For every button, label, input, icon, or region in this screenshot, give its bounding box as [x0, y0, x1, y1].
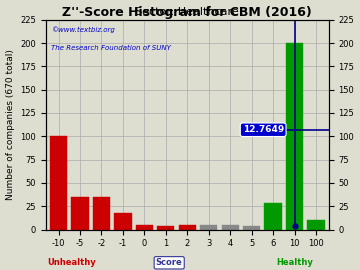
Bar [157, 226, 174, 230]
Bar [179, 225, 196, 230]
Bar [286, 43, 303, 230]
Y-axis label: Number of companies (670 total): Number of companies (670 total) [5, 49, 14, 200]
Bar [71, 197, 89, 230]
Bar [114, 213, 131, 230]
Bar [93, 197, 110, 230]
Bar [200, 225, 217, 230]
Title: Z''-Score Histogram for CBM (2016): Z''-Score Histogram for CBM (2016) [62, 6, 312, 19]
Text: Sector: Healthcare: Sector: Healthcare [135, 6, 239, 16]
Bar [222, 225, 239, 230]
Bar [243, 226, 260, 230]
Text: Healthy: Healthy [276, 258, 313, 267]
Bar [265, 203, 282, 230]
Text: Score: Score [156, 258, 183, 267]
Text: ©www.textbiz.org: ©www.textbiz.org [51, 26, 115, 33]
Text: Unhealthy: Unhealthy [47, 258, 95, 267]
Bar [50, 136, 67, 230]
Bar [136, 225, 153, 230]
Text: The Research Foundation of SUNY: The Research Foundation of SUNY [51, 45, 171, 51]
Text: 12.7649: 12.7649 [243, 125, 284, 134]
Bar [307, 220, 325, 230]
